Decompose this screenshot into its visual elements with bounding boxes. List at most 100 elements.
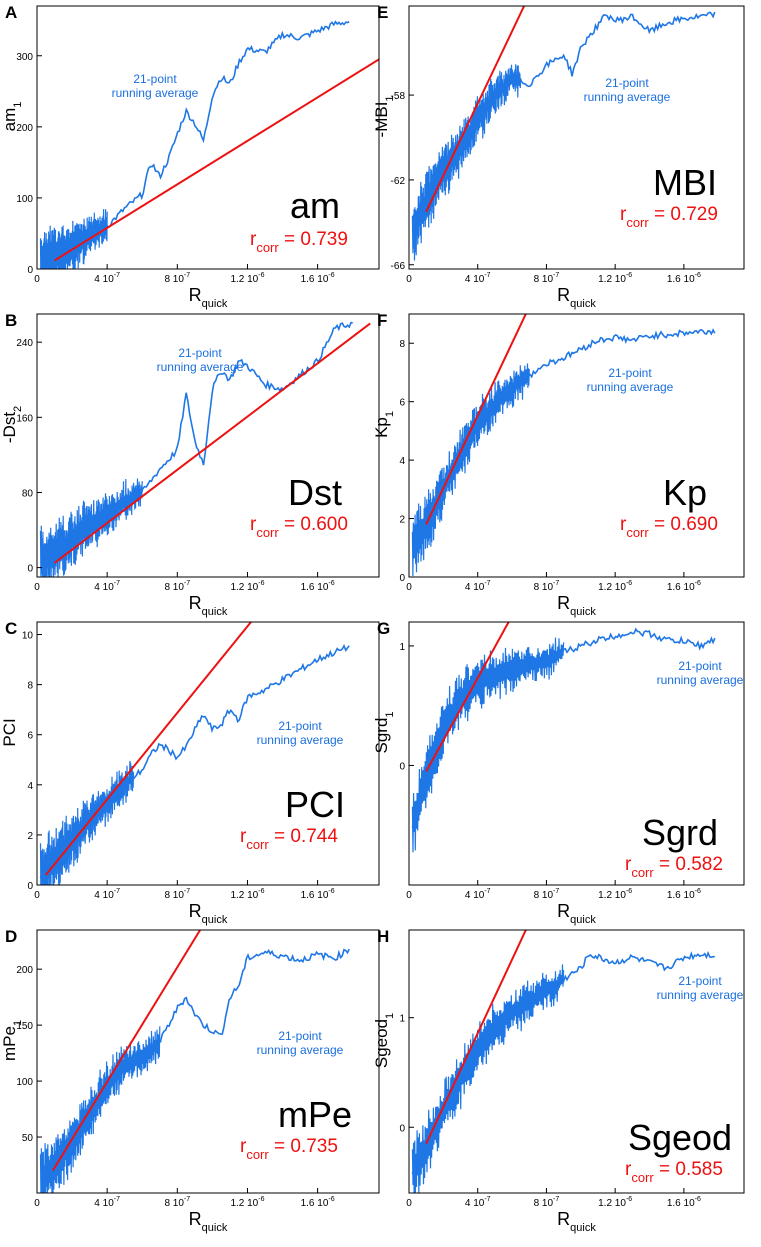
index-name: MBI — [653, 162, 717, 203]
y-tick-label: 0 — [27, 881, 33, 892]
y-tick-label: 0 — [399, 761, 405, 772]
x-tick-label: 1.2 10-6 — [230, 580, 264, 593]
plot-area — [411, 314, 716, 577]
x-tick-label: 0 — [406, 1198, 412, 1209]
y-tick-label: 2 — [27, 831, 33, 842]
x-tick-label: 1.6 10-6 — [667, 272, 701, 285]
panel-H: H 0 1 0 4 10-7 8 10-7 1.2 10-6 1.6 10-6 Rquick Sg… — [372, 927, 745, 1234]
x-tick-label: 4 10-7 — [94, 580, 120, 593]
x-tick-label: 1.6 10-6 — [301, 888, 335, 901]
noisy-data-series — [39, 1026, 161, 1193]
running-average-label-line2: running average — [257, 1043, 344, 1057]
y-tick-label: 0 — [399, 1123, 405, 1134]
panel-F: F 0 2 4 6 8 0 4 10-7 8 10-7 1.2 10-6 1.6 10-6 Rquic… — [372, 311, 745, 618]
x-tick-label: 0 — [406, 582, 412, 593]
y-tick-label: 2 — [399, 515, 405, 526]
y-tick-label: 0 — [27, 564, 33, 575]
plot-area — [411, 930, 715, 1193]
correlation-value: rcorr = 0.600 — [250, 514, 348, 540]
y-tick-label: 6 — [399, 398, 405, 409]
axes-frame — [36, 621, 380, 886]
y-tick-label: 6 — [27, 731, 33, 742]
y-tick-label: 300 — [16, 52, 33, 63]
x-tick-label: 0 — [34, 274, 40, 285]
x-tick-label: 1.6 10-6 — [301, 1196, 335, 1209]
y-axis-label: -MBI1 — [372, 95, 396, 137]
x-tick-label: 1.6 10-6 — [301, 580, 335, 593]
x-tick-label: 8 10-7 — [534, 272, 560, 285]
linear-fit-line — [51, 930, 201, 1172]
noisy-data-series — [39, 209, 108, 269]
x-axis-label: Rquick — [557, 901, 596, 926]
y-axis-label: Sgrd1 — [372, 711, 396, 753]
y-tick-label: -66 — [391, 261, 406, 272]
axes-frame — [36, 313, 380, 578]
linear-fit-line — [425, 314, 527, 525]
x-tick-label: 0 — [34, 1198, 40, 1209]
panel-letter: C — [5, 619, 17, 638]
running-average-label-line1: 21-point — [678, 974, 722, 988]
x-tick-label: 1.6 10-6 — [667, 1196, 701, 1209]
correlation-value: rcorr = 0.585 — [625, 1159, 723, 1185]
y-tick-label: 80 — [22, 488, 34, 499]
panel-letter: F — [377, 311, 387, 330]
y-axis-label: PCI — [0, 718, 19, 746]
x-tick-label: 1.2 10-6 — [598, 1196, 632, 1209]
running-average-label-line2: running average — [587, 380, 674, 394]
linear-fit-line — [54, 58, 379, 262]
x-axis-label: Rquick — [557, 1209, 596, 1234]
x-axis-label: Rquick — [557, 285, 596, 310]
x-tick-label: 1.2 10-6 — [230, 272, 264, 285]
y-tick-label: 100 — [16, 1077, 33, 1088]
x-tick-label: 1.2 10-6 — [598, 272, 632, 285]
running-average-series — [39, 948, 350, 1182]
running-average-label-line2: running average — [112, 86, 199, 100]
x-tick-label: 8 10-7 — [534, 1196, 560, 1209]
running-average-label-line2: running average — [257, 733, 344, 747]
x-tick-label: 1.6 10-6 — [301, 272, 335, 285]
y-tick-label: 200 — [16, 123, 33, 134]
plot-area — [39, 622, 350, 885]
axes-frame — [36, 929, 380, 1194]
panel-letter: E — [377, 3, 388, 22]
x-tick-label: 1.2 10-6 — [598, 888, 632, 901]
panel-letter: H — [377, 927, 389, 946]
x-tick-label: 4 10-7 — [465, 272, 491, 285]
correlation-value: rcorr = 0.690 — [620, 514, 718, 540]
x-tick-label: 4 10-7 — [94, 888, 120, 901]
x-tick-label: 8 10-7 — [164, 272, 190, 285]
running-average-label-line2: running average — [657, 988, 744, 1002]
y-tick-label: 0 — [399, 573, 405, 584]
x-tick-label: 1.2 10-6 — [598, 580, 632, 593]
x-tick-label: 4 10-7 — [465, 580, 491, 593]
x-tick-label: 0 — [406, 890, 412, 901]
plot-area — [39, 20, 379, 269]
correlation-value: rcorr = 0.744 — [240, 826, 338, 852]
x-axis-label: Rquick — [189, 285, 228, 310]
running-average-series — [411, 11, 716, 231]
y-axis-label: Kp1 — [372, 411, 396, 438]
panel-letter: G — [377, 619, 390, 638]
index-name: mPe — [278, 1094, 352, 1135]
x-tick-label: 0 — [34, 890, 40, 901]
axes-frame — [36, 5, 380, 270]
noisy-data-series — [411, 637, 565, 853]
running-average-label-line1: 21-point — [133, 72, 177, 86]
axes-frame — [408, 5, 745, 270]
index-name: am — [290, 185, 340, 226]
axes-frame — [408, 621, 745, 886]
y-tick-label: 50 — [22, 1133, 34, 1144]
x-tick-label: 8 10-7 — [164, 1196, 190, 1209]
index-name: Kp — [663, 472, 707, 513]
correlation-value: rcorr = 0.739 — [250, 229, 348, 255]
panel-G: G 0 1 0 4 10-7 8 10-7 1.2 10-6 1.6 10-6 Rquick Sg… — [372, 619, 745, 926]
y-tick-label: 1 — [399, 642, 405, 653]
x-tick-label: 4 10-7 — [465, 1196, 491, 1209]
x-tick-label: 4 10-7 — [94, 272, 120, 285]
plot-area — [39, 321, 371, 577]
y-axis-label: am1 — [0, 102, 24, 132]
y-tick-label: -62 — [391, 176, 406, 187]
plot-area — [411, 622, 716, 853]
linear-fit-line — [425, 6, 526, 213]
x-tick-label: 4 10-7 — [465, 888, 491, 901]
